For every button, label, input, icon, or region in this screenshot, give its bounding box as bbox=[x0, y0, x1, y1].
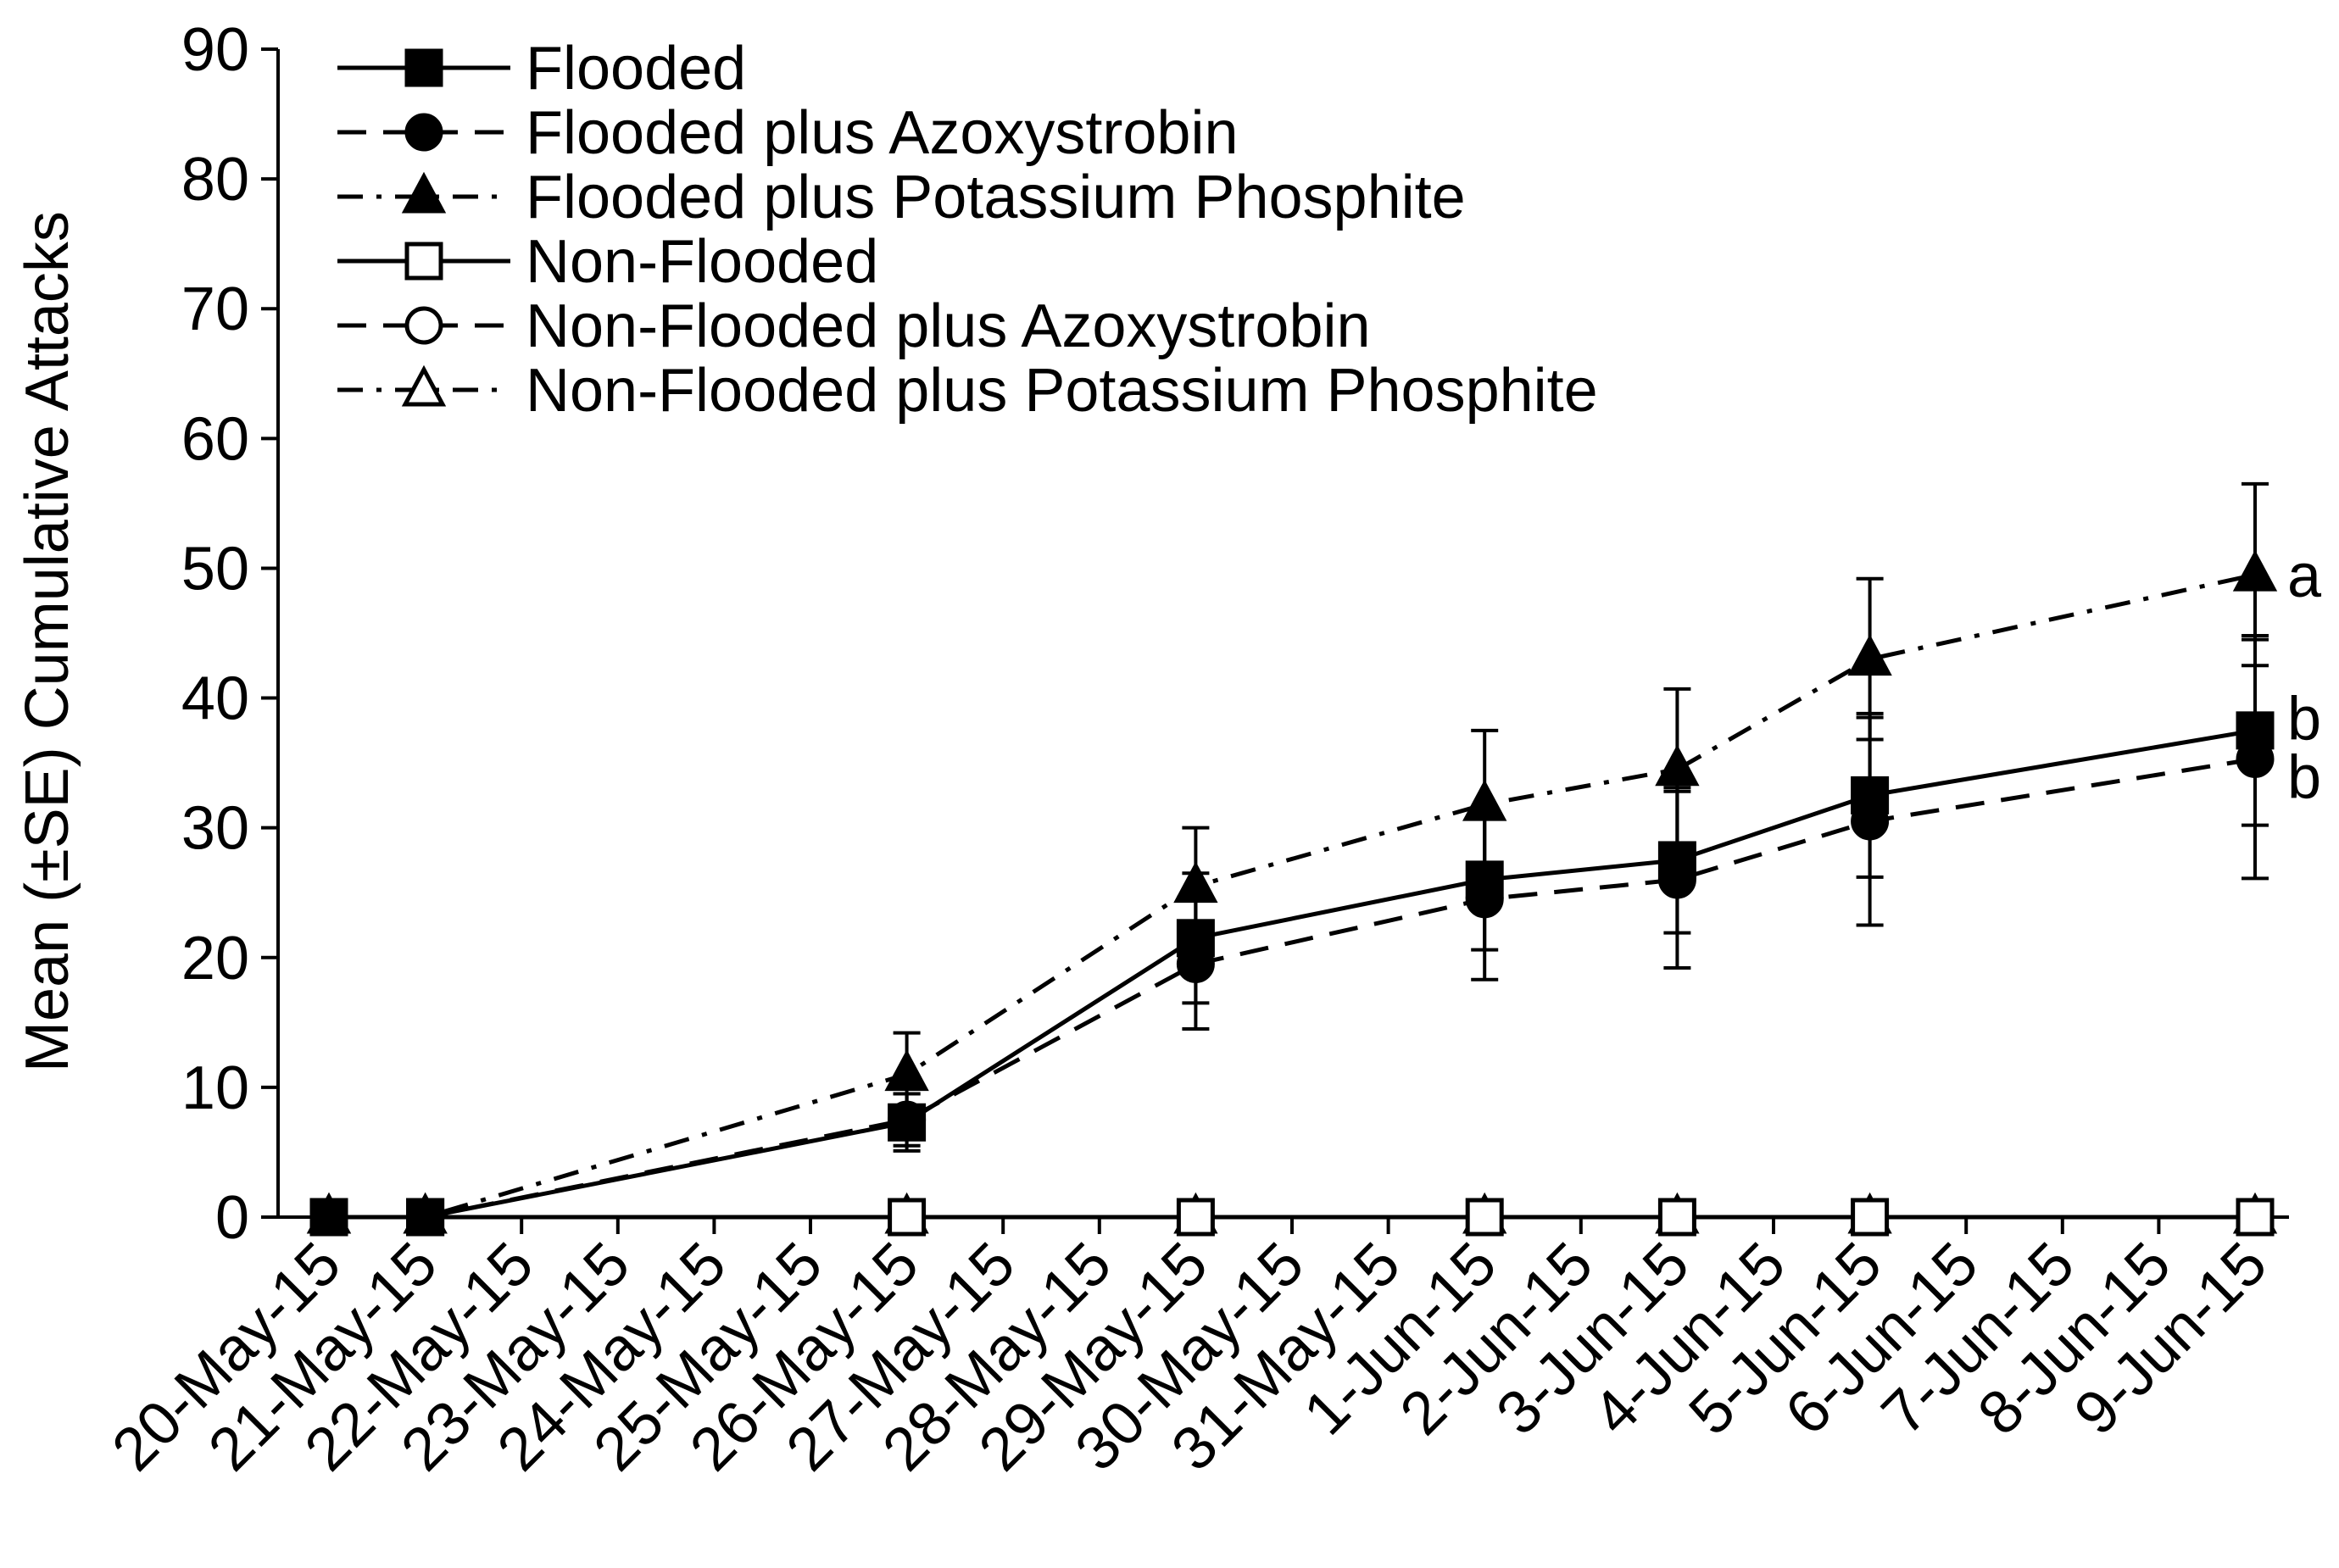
data-point bbox=[1657, 1198, 1696, 1237]
series-line bbox=[329, 728, 2256, 1220]
legend-marker bbox=[404, 113, 443, 152]
legend-item: Flooded plus Potassium Phosphite bbox=[337, 164, 1466, 231]
data-point bbox=[1462, 779, 1507, 821]
legend-label: Non-Flooded bbox=[526, 228, 878, 296]
legend-marker bbox=[404, 242, 443, 281]
y-tick-label: 80 bbox=[181, 146, 249, 214]
data-point bbox=[1851, 776, 1890, 815]
legend-marker bbox=[401, 364, 447, 407]
y-axis-title: Mean (±SE) Cumulative Attacks bbox=[14, 211, 81, 1072]
legend-label: Flooded plus Azoxystrobin bbox=[526, 99, 1238, 167]
data-point bbox=[1851, 1198, 1890, 1237]
y-tick-label: 70 bbox=[181, 275, 249, 343]
data-point bbox=[306, 1192, 352, 1234]
legend-item: Non-Flooded bbox=[337, 228, 878, 296]
data-point bbox=[2232, 549, 2278, 592]
legend-marker bbox=[404, 306, 443, 345]
data-point bbox=[1173, 861, 1218, 904]
legend-item: Flooded bbox=[337, 35, 746, 103]
legend-label: Flooded bbox=[526, 35, 746, 103]
significance-letter: b bbox=[2287, 743, 2321, 811]
data-point bbox=[884, 1049, 929, 1092]
significance-letter: b bbox=[2287, 686, 2321, 753]
legend-item: Non-Flooded plus Azoxystrobin bbox=[337, 292, 1371, 360]
y-tick-label: 10 bbox=[181, 1054, 249, 1122]
series-line bbox=[329, 572, 2256, 1220]
data-point bbox=[1465, 1198, 1504, 1237]
axes: 010203040506070809020-May-1521-May-1522-… bbox=[14, 16, 2289, 1484]
y-tick-label: 60 bbox=[181, 405, 249, 473]
legend-marker bbox=[401, 171, 447, 214]
data-point bbox=[888, 1198, 927, 1237]
legend-label: Flooded plus Potassium Phosphite bbox=[526, 164, 1466, 231]
series-line bbox=[329, 757, 2256, 1220]
series-layer bbox=[306, 481, 2278, 1237]
y-tick-label: 50 bbox=[181, 535, 249, 603]
significance-letter: a bbox=[2287, 542, 2322, 610]
legend-label: Non-Flooded plus Potassium Phosphite bbox=[526, 357, 1598, 425]
data-point bbox=[403, 1192, 448, 1234]
legend-item: Flooded plus Azoxystrobin bbox=[337, 99, 1238, 167]
series-flooded-plus-potassium-phosphite bbox=[306, 481, 2278, 1234]
annotations: a bb bbox=[2287, 542, 2322, 811]
data-point bbox=[1655, 744, 1700, 787]
data-point bbox=[1847, 634, 1892, 676]
data-point bbox=[2236, 711, 2275, 750]
y-tick-label: 40 bbox=[181, 665, 249, 733]
data-point bbox=[1176, 1198, 1215, 1237]
y-tick-label: 90 bbox=[181, 16, 249, 84]
y-tick-label: 30 bbox=[181, 795, 249, 863]
y-tick-label: 0 bbox=[215, 1184, 249, 1252]
data-point bbox=[2236, 1198, 2275, 1237]
legend-marker bbox=[404, 48, 443, 87]
y-tick-label: 20 bbox=[181, 925, 249, 993]
legend-item: Non-Flooded plus Potassium Phosphite bbox=[337, 357, 1598, 425]
legend-label: Non-Flooded plus Azoxystrobin bbox=[526, 292, 1371, 360]
